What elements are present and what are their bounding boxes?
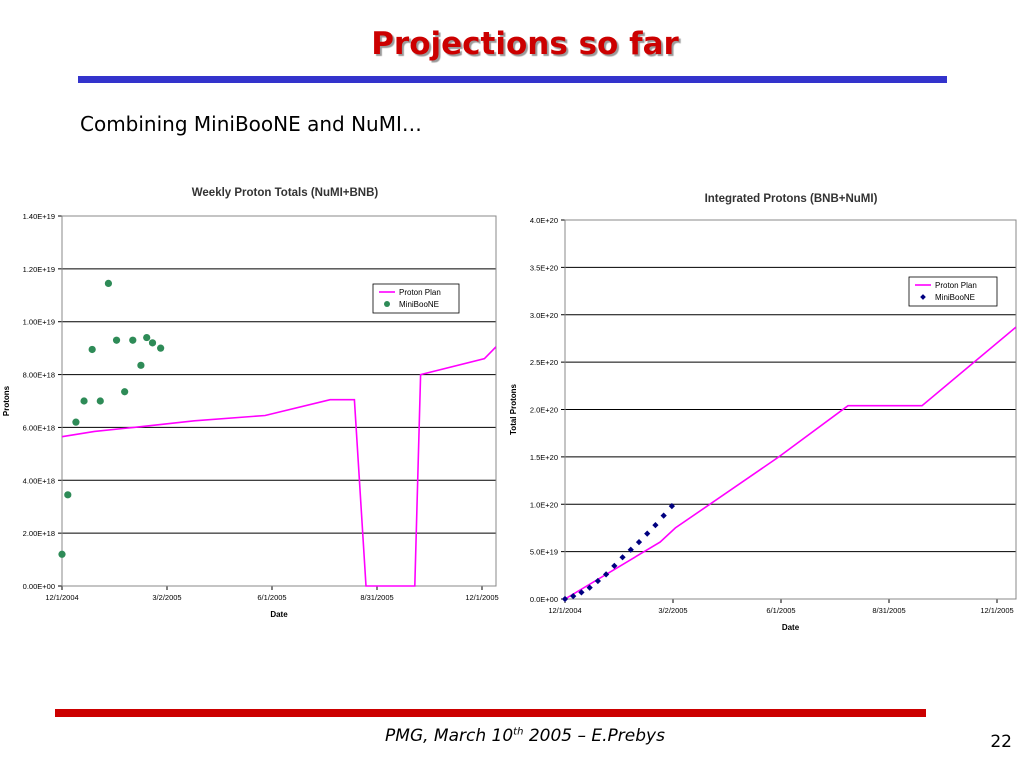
slide-subtitle: Combining MiniBooNE and NuMI… (80, 112, 422, 136)
title-divider (78, 76, 947, 83)
y-tick-label: 1.5E+20 (530, 453, 558, 462)
x-tick-label: 3/2/2005 (658, 606, 687, 615)
data-point-miniboone (570, 593, 577, 600)
data-point-miniboone (112, 336, 121, 344)
y-tick-label: 1.00E+19 (23, 318, 55, 327)
y-tick-label: 5.0E+19 (530, 548, 558, 557)
data-point-miniboone (635, 539, 643, 546)
x-tick-label: 6/1/2005 (257, 593, 286, 602)
plot-area (564, 219, 1017, 600)
footer-superscript: th (513, 726, 524, 738)
data-point-miniboone (619, 554, 626, 561)
y-tick-label: 2.00E+18 (23, 529, 55, 538)
x-tick-label: 12/1/2004 (45, 593, 78, 602)
x-tick-label: 12/1/2004 (548, 606, 581, 615)
legend-box (908, 276, 998, 307)
legend-label-miniboone: MiniBooNE (935, 293, 975, 302)
y-tick-label: 2.5E+20 (530, 358, 558, 367)
footer-divider (55, 709, 926, 717)
data-point-miniboone (148, 339, 157, 347)
y-tick-label: 1.40E+19 (23, 212, 55, 221)
x-tick-label: 6/1/2005 (766, 606, 795, 615)
x-axis-label: Date (782, 623, 800, 632)
data-point-miniboone (88, 345, 96, 354)
y-tick-label: 8.00E+18 (23, 371, 55, 380)
weekly-proton-chart: Weekly Proton Totals (NuMI+BNB) 0.00E+00 2… (2, 187, 499, 619)
data-point-miniboone (80, 397, 88, 405)
data-point-miniboone (96, 397, 104, 405)
integrated-proton-chart: Integrated Protons (BNB+NuMI) 0.0E+00 5.0E… (509, 193, 1017, 632)
data-point-miniboone (157, 344, 165, 352)
data-point-miniboone (137, 361, 145, 369)
y-axis-label: Protons (2, 385, 11, 416)
page-number: 22 (990, 732, 1012, 752)
footer-tail: 2005 – E.Prebys (523, 726, 665, 746)
legend-label-proton-plan: Proton Plan (935, 281, 977, 290)
y-tick-label: 3.5E+20 (530, 263, 558, 272)
footer-main: PMG, March 10 (385, 726, 514, 746)
data-point-miniboone (644, 530, 651, 537)
data-point-miniboone (72, 418, 80, 426)
plot-area (61, 215, 497, 587)
data-point-miniboone (121, 388, 129, 396)
data-point-miniboone (660, 512, 667, 519)
y-tick-label: 6.00E+18 (23, 423, 55, 432)
legend-box (372, 283, 460, 314)
y-axis-label: Total Protons (509, 383, 518, 435)
y-tick-label: 1.0E+20 (530, 500, 558, 509)
y-tick-label: 2.0E+20 (530, 406, 558, 415)
data-point-miniboone (129, 336, 137, 344)
x-tick-label: 12/1/2005 (465, 593, 498, 602)
y-tick-label: 0.0E+00 (530, 595, 558, 604)
y-tick-label: 1.20E+19 (23, 265, 55, 274)
x-tick-label: 3/2/2005 (152, 593, 181, 602)
chart-title: Weekly Proton Totals (NuMI+BNB) (192, 187, 379, 199)
legend-swatch-miniboone (384, 301, 390, 307)
legend-label-proton-plan: Proton Plan (399, 288, 441, 297)
slide-title: Projections so far (371, 26, 679, 62)
y-tick-label: 4.00E+18 (23, 476, 55, 485)
data-point-miniboone (668, 503, 675, 510)
x-tick-label: 8/31/2005 (872, 606, 905, 615)
chart-title: Integrated Protons (BNB+NuMI) (705, 193, 878, 205)
series-line-proton-plan (564, 326, 1016, 600)
data-point-miniboone (64, 491, 72, 499)
legend-label-miniboone: MiniBooNE (399, 300, 439, 309)
y-tick-label: 3.0E+20 (530, 311, 558, 320)
legend-swatch-miniboone (920, 294, 926, 300)
y-tick-label: 4.0E+20 (530, 216, 558, 225)
data-point-miniboone (58, 550, 66, 558)
x-axis-label: Date (270, 610, 288, 619)
data-point-miniboone (104, 279, 113, 287)
data-point-miniboone (652, 521, 659, 529)
x-tick-label: 12/1/2005 (980, 606, 1013, 615)
x-tick-label: 8/31/2005 (360, 593, 393, 602)
series-line-proton-plan (61, 346, 496, 587)
y-tick-label: 0.00E+00 (23, 582, 55, 591)
data-point-miniboone (143, 333, 151, 342)
footer-text: PMG, March 10th 2005 – E.Prebys (0, 726, 1024, 746)
